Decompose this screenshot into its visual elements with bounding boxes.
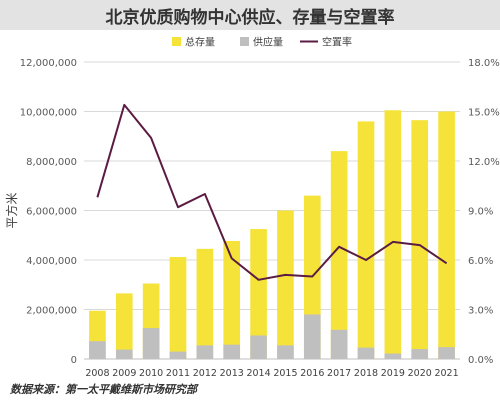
bar-total-stock	[223, 240, 241, 359]
y-left-axis-label: 平方米	[4, 192, 19, 228]
x-tick-label: 2012	[193, 368, 217, 379]
y-right-tick-label: 6.0%	[468, 256, 493, 267]
legend-label: 空置率	[322, 36, 352, 49]
y-left-tick-label: 12,000,000	[20, 58, 77, 69]
bar-total-stock	[169, 257, 187, 359]
x-tick-label: 2014	[246, 368, 270, 379]
x-tick-label: 2008	[85, 368, 109, 379]
x-tick-label: 2011	[166, 368, 190, 379]
bar-total-stock	[357, 121, 375, 360]
x-tick-label: 2019	[381, 368, 405, 379]
x-tick-label: 2013	[220, 368, 244, 379]
y-right-tick-label: 3.0%	[468, 306, 493, 317]
legend-swatch	[240, 37, 249, 46]
x-tick-label: 2017	[327, 368, 351, 379]
legend-label: 供应量	[253, 36, 283, 49]
y-right-tick-label: 18.0%	[468, 58, 500, 69]
bar-total-stock	[277, 210, 294, 359]
bar-total-stock	[115, 293, 133, 359]
y-right-tick-label: 0.0%	[468, 355, 493, 366]
bar-supply	[115, 349, 133, 359]
bar-total-stock	[384, 110, 402, 359]
bar-supply	[142, 328, 160, 359]
bar-supply	[384, 353, 402, 359]
y-right-tick-label: 12.0%	[468, 157, 500, 168]
bar-total-stock	[250, 229, 267, 359]
bar-supply	[169, 351, 187, 359]
bar-total-stock	[330, 151, 348, 359]
bar-supply	[411, 349, 429, 359]
y-right-tick-label: 9.0%	[468, 207, 493, 218]
bar-total-stock	[411, 120, 429, 359]
bar-total-stock	[438, 111, 455, 359]
y-left-tick-label: 8,000,000	[26, 157, 77, 168]
x-tick-label: 2021	[434, 368, 458, 379]
bar-supply	[196, 345, 214, 359]
y-right-tick-label: 15.0%	[468, 108, 500, 119]
bar-supply	[330, 329, 348, 359]
bar-supply	[438, 347, 455, 359]
x-tick-label: 2020	[408, 368, 432, 379]
bar-supply	[223, 344, 241, 359]
bar-supply	[303, 314, 321, 359]
bar-supply	[89, 341, 106, 359]
legend-label: 总存量	[185, 36, 215, 49]
bar-supply	[277, 345, 294, 359]
y-left-tick-label: 10,000,000	[20, 108, 77, 119]
x-tick-label: 2016	[300, 368, 324, 379]
y-left-tick-label: 0	[71, 355, 77, 366]
bar-supply	[357, 347, 375, 359]
x-tick-label: 2009	[112, 368, 136, 379]
bar-supply	[250, 335, 267, 359]
y-left-tick-label: 4,000,000	[26, 256, 77, 267]
data-source-note: 数据来源：第一太平戴维斯市场研究部	[10, 383, 197, 396]
series-line-vacancy	[96, 103, 448, 281]
x-tick-label: 2015	[273, 368, 297, 379]
chart-title: 北京优质购物中心供应、存量与空置率	[0, 0, 500, 30]
y-left-tick-label: 6,000,000	[26, 207, 77, 218]
bar-total-stock	[196, 248, 214, 359]
x-tick-label: 2018	[354, 368, 378, 379]
legend-swatch	[172, 37, 181, 46]
x-tick-label: 2010	[139, 368, 163, 379]
y-left-tick-label: 2,000,000	[26, 306, 77, 317]
